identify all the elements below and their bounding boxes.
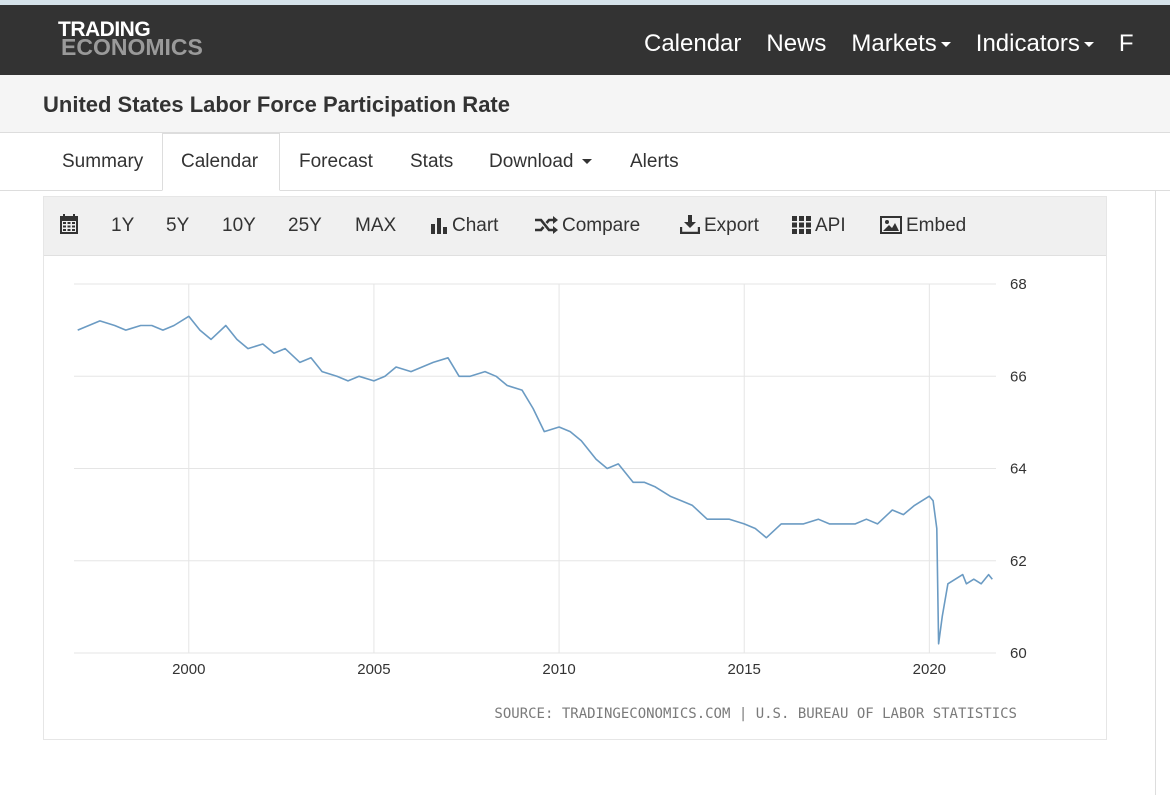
x-tick-label: 2000 — [172, 661, 205, 678]
embed-button[interactable]: Embed — [880, 215, 966, 237]
source-note: SOURCE: TRADINGECONOMICS.COM | U.S. BURE… — [494, 706, 1017, 722]
y-tick-label: 64 — [1010, 461, 1027, 478]
range-25y-button[interactable]: 25Y — [288, 215, 322, 236]
nav-news[interactable]: News — [766, 30, 827, 57]
image-icon — [880, 216, 902, 234]
y-tick-label: 66 — [1010, 368, 1027, 385]
nav-indicators-label: Indicators — [975, 30, 1080, 57]
chevron-down-icon — [1083, 42, 1094, 48]
tab-download-label: Download — [489, 151, 574, 172]
range-5y-button[interactable]: 5Y — [166, 215, 190, 236]
x-tick-label: 2010 — [542, 661, 575, 678]
grid-layer — [74, 283, 996, 654]
label-layer: 60 62 64 66 68 2000 2005 2010 2015 2020 — [172, 276, 1027, 678]
export-button-label: Export — [704, 215, 759, 236]
compare-button[interactable]: Compare — [534, 215, 640, 237]
x-tick-label: 2020 — [913, 661, 946, 678]
chevron-down-icon — [581, 159, 592, 165]
tab-stats[interactable]: Stats — [410, 151, 454, 172]
api-button-label: API — [815, 215, 846, 236]
tab-forecast[interactable]: Forecast — [299, 151, 373, 172]
compare-arrows-icon — [535, 216, 558, 234]
chart-button-label: Chart — [452, 215, 499, 236]
range-max-button[interactable]: MAX — [355, 215, 397, 236]
tab-calendar[interactable]: Calendar — [162, 133, 280, 191]
tab-alerts[interactable]: Alerts — [630, 151, 679, 172]
download-icon — [679, 215, 701, 235]
nav-markets[interactable]: Markets — [851, 30, 951, 58]
chart-area: 60 62 64 66 68 2000 2005 2010 2015 2020 SOURCE: T… — [44, 256, 1106, 745]
line-chart: 60 62 64 66 68 2000 2005 2010 2015 2020 SOURCE: T… — [74, 276, 1027, 722]
tab-bar: Summary Calendar Forecast Stats Download… — [0, 133, 1170, 191]
x-tick-label: 2005 — [357, 661, 390, 678]
nav-indicators[interactable]: Indicators — [976, 30, 1094, 58]
chart-panel: 1Y 5Y 10Y 25Y MAX Chart Compare Export A… — [43, 196, 1107, 740]
export-button[interactable]: Export — [679, 215, 759, 237]
tab-download[interactable]: Download — [471, 133, 610, 190]
line-layer — [77, 315, 993, 645]
y-tick-label: 62 — [1010, 553, 1027, 570]
logo-line-1: TRADING — [58, 18, 151, 41]
compare-button-label: Compare — [562, 215, 641, 236]
nav-calendar[interactable]: Calendar — [644, 30, 742, 57]
chart-button[interactable]: Chart — [430, 215, 498, 237]
side-divider — [1155, 190, 1156, 795]
range-10y-button[interactable]: 10Y — [222, 215, 256, 236]
range-1y-button[interactable]: 1Y — [111, 215, 135, 236]
main-nav: Calendar News Markets Indicators F — [644, 30, 1159, 58]
embed-button-label: Embed — [906, 215, 967, 236]
x-tick-label: 2015 — [728, 661, 761, 678]
page-title: United States Labor Force Participation … — [43, 92, 510, 117]
title-bar: United States Labor Force Participation … — [0, 75, 1170, 133]
bar-chart-icon — [431, 218, 447, 234]
y-tick-label: 60 — [1010, 645, 1027, 662]
y-tick-label: 68 — [1010, 276, 1027, 293]
chart-toolbar: 1Y 5Y 10Y 25Y MAX Chart Compare Export A… — [44, 197, 1106, 256]
nav-truncated-item[interactable]: F — [1118, 30, 1134, 57]
logo-line-2: ECONOMICS — [61, 34, 203, 60]
series-line — [77, 315, 993, 645]
site-logo[interactable]: TRADING ECONOMICS — [58, 19, 203, 59]
top-navbar: TRADING ECONOMICS Calendar News Markets Ind… — [0, 5, 1170, 75]
tab-summary[interactable]: Summary — [62, 151, 144, 172]
calendar-icon[interactable] — [60, 214, 82, 237]
api-button[interactable]: API — [792, 215, 846, 237]
browser-top-strip — [0, 0, 1170, 5]
chevron-down-icon — [940, 42, 951, 48]
grid-icon — [792, 216, 811, 234]
nav-markets-label: Markets — [851, 30, 937, 57]
